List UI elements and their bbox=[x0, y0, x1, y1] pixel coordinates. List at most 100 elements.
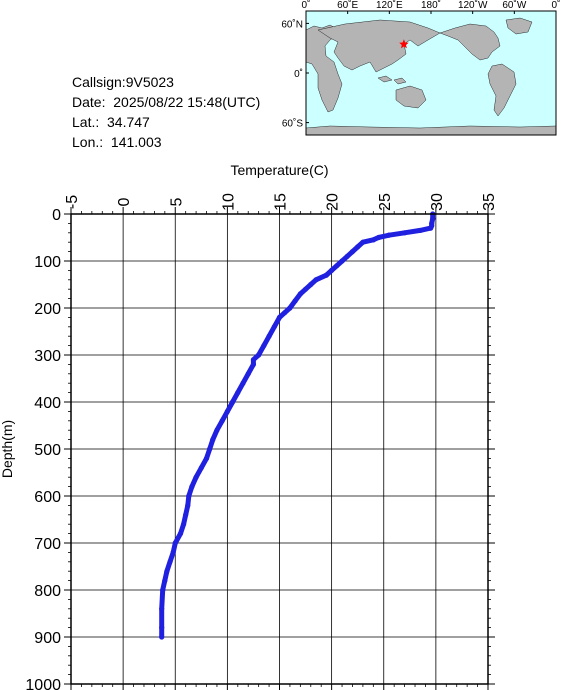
profile-point bbox=[417, 227, 423, 234]
y-tick-labels: 0 100 200 300 400 500 600 700 800 900 1000 bbox=[25, 207, 61, 690]
x-tick-label: 20 bbox=[325, 193, 342, 211]
profile-point bbox=[245, 371, 251, 377]
profile-point bbox=[250, 357, 257, 363]
profile-point bbox=[313, 277, 319, 283]
x-tick-label: 35 bbox=[481, 193, 498, 211]
x-tick-label: 0 bbox=[116, 197, 133, 206]
map-land bbox=[305, 17, 557, 136]
y-axis-title: Depth(m) bbox=[0, 420, 15, 478]
profile-point bbox=[375, 234, 382, 241]
profile-point bbox=[360, 239, 366, 245]
land-australia bbox=[395, 85, 427, 109]
profile-point bbox=[159, 625, 165, 631]
profile-point bbox=[266, 333, 272, 339]
axis-ticks bbox=[64, 207, 495, 690]
location-marker-star bbox=[399, 39, 409, 49]
profile-point bbox=[271, 324, 277, 330]
map-lon-label: 60˚E bbox=[337, 0, 358, 11]
map-lon-label: 0˚ bbox=[302, 0, 311, 11]
profile-point bbox=[214, 427, 220, 433]
y-tick-label: 0 bbox=[52, 207, 61, 224]
profile-point bbox=[198, 465, 204, 471]
temperature-profile-series bbox=[159, 211, 436, 640]
longitude-text: Lon.: 141.003 bbox=[72, 134, 162, 150]
map-labels: 0˚ 60˚E 120˚E 180˚ 120˚W 60˚W 0˚ 60˚N 0˚ 60˚S bbox=[281, 0, 560, 130]
land-africa-europe bbox=[305, 24, 343, 113]
profile-point bbox=[159, 634, 165, 640]
profile-point bbox=[180, 521, 187, 527]
profile-point bbox=[370, 237, 376, 243]
map-ticks bbox=[305, 11, 557, 124]
profile-point bbox=[334, 263, 340, 269]
profile-point bbox=[172, 540, 178, 546]
map-lat-label: 0˚ bbox=[294, 68, 303, 80]
map-lat-label: 60˚N bbox=[281, 18, 303, 30]
latitude-text: Lat.: 34.747 bbox=[72, 114, 150, 130]
profile-point bbox=[282, 310, 288, 316]
profile-point bbox=[329, 267, 335, 273]
profile-point bbox=[164, 568, 170, 574]
profile-point bbox=[193, 474, 199, 480]
profile-point bbox=[261, 343, 267, 349]
map-lon-label: 120˚E bbox=[376, 0, 403, 11]
profile-point bbox=[224, 408, 230, 414]
y-tick-label: 600 bbox=[34, 489, 61, 506]
x-tick-label: 15 bbox=[273, 193, 290, 211]
x-tick-label: -5 bbox=[64, 195, 81, 209]
profile-point bbox=[250, 361, 257, 367]
profile-point bbox=[308, 281, 314, 288]
x-tick-label: 25 bbox=[377, 193, 394, 211]
profile-point bbox=[339, 258, 345, 264]
land-greenland bbox=[505, 17, 533, 35]
profile-point bbox=[240, 380, 246, 386]
y-tick-label: 1000 bbox=[25, 677, 61, 690]
y-tick-label: 900 bbox=[34, 630, 61, 647]
profile-point bbox=[276, 314, 283, 320]
profile-point bbox=[344, 253, 350, 259]
profile-point bbox=[292, 298, 298, 304]
profile-point bbox=[386, 232, 392, 238]
land-south-america bbox=[487, 63, 517, 117]
map-lat-label: 60˚S bbox=[282, 118, 303, 130]
profile-point bbox=[323, 272, 330, 278]
profile-point bbox=[189, 484, 195, 490]
profile-point bbox=[256, 352, 262, 358]
profile-point bbox=[203, 455, 210, 461]
profile-point bbox=[162, 578, 168, 584]
land-indonesia bbox=[377, 75, 407, 85]
x-axis-title: Temperature(C) bbox=[230, 162, 328, 178]
profile-point bbox=[160, 587, 166, 593]
station-info: Callsign:9V5023 Date: 2025/08/22 15:48(U… bbox=[72, 72, 260, 152]
profile-point bbox=[219, 418, 225, 424]
profile-point bbox=[402, 230, 408, 236]
y-tick-label: 500 bbox=[34, 442, 61, 459]
x-tick-label: 5 bbox=[168, 197, 185, 206]
x-tick-label: 10 bbox=[220, 193, 237, 211]
temperature-depth-chart: -5 0 5 10 15 20 25 30 35 01002003004005006007008… bbox=[0, 162, 498, 690]
profile-point bbox=[235, 390, 241, 396]
profile-point bbox=[355, 244, 361, 250]
x-tick-labels: -5 0 5 10 15 20 25 30 35 bbox=[64, 193, 498, 211]
profile-point bbox=[185, 502, 191, 508]
y-tick-label: 300 bbox=[34, 348, 61, 365]
x-tick-label: 30 bbox=[429, 193, 446, 211]
y-tick-label: 400 bbox=[34, 395, 61, 412]
profile-point bbox=[229, 399, 236, 405]
world-map: 0˚ 60˚E 120˚E 180˚ 120˚W 60˚W 0˚ 60˚N 0˚ 60˚S bbox=[281, 0, 560, 136]
land-north-america bbox=[439, 23, 501, 61]
profile-point bbox=[430, 216, 436, 222]
profile-point bbox=[302, 286, 309, 292]
profile-point bbox=[170, 549, 176, 556]
profile-point bbox=[167, 559, 173, 565]
profile-point bbox=[177, 531, 184, 537]
profile-point bbox=[207, 446, 213, 452]
map-lon-label: 0˚ bbox=[552, 0, 561, 11]
profile-point bbox=[297, 291, 303, 297]
profile-point bbox=[159, 606, 165, 612]
land-asia bbox=[317, 19, 441, 73]
y-tick-label: 100 bbox=[34, 254, 61, 271]
profile-point bbox=[186, 493, 192, 499]
profile-point bbox=[428, 225, 434, 231]
profile-point bbox=[349, 249, 356, 255]
